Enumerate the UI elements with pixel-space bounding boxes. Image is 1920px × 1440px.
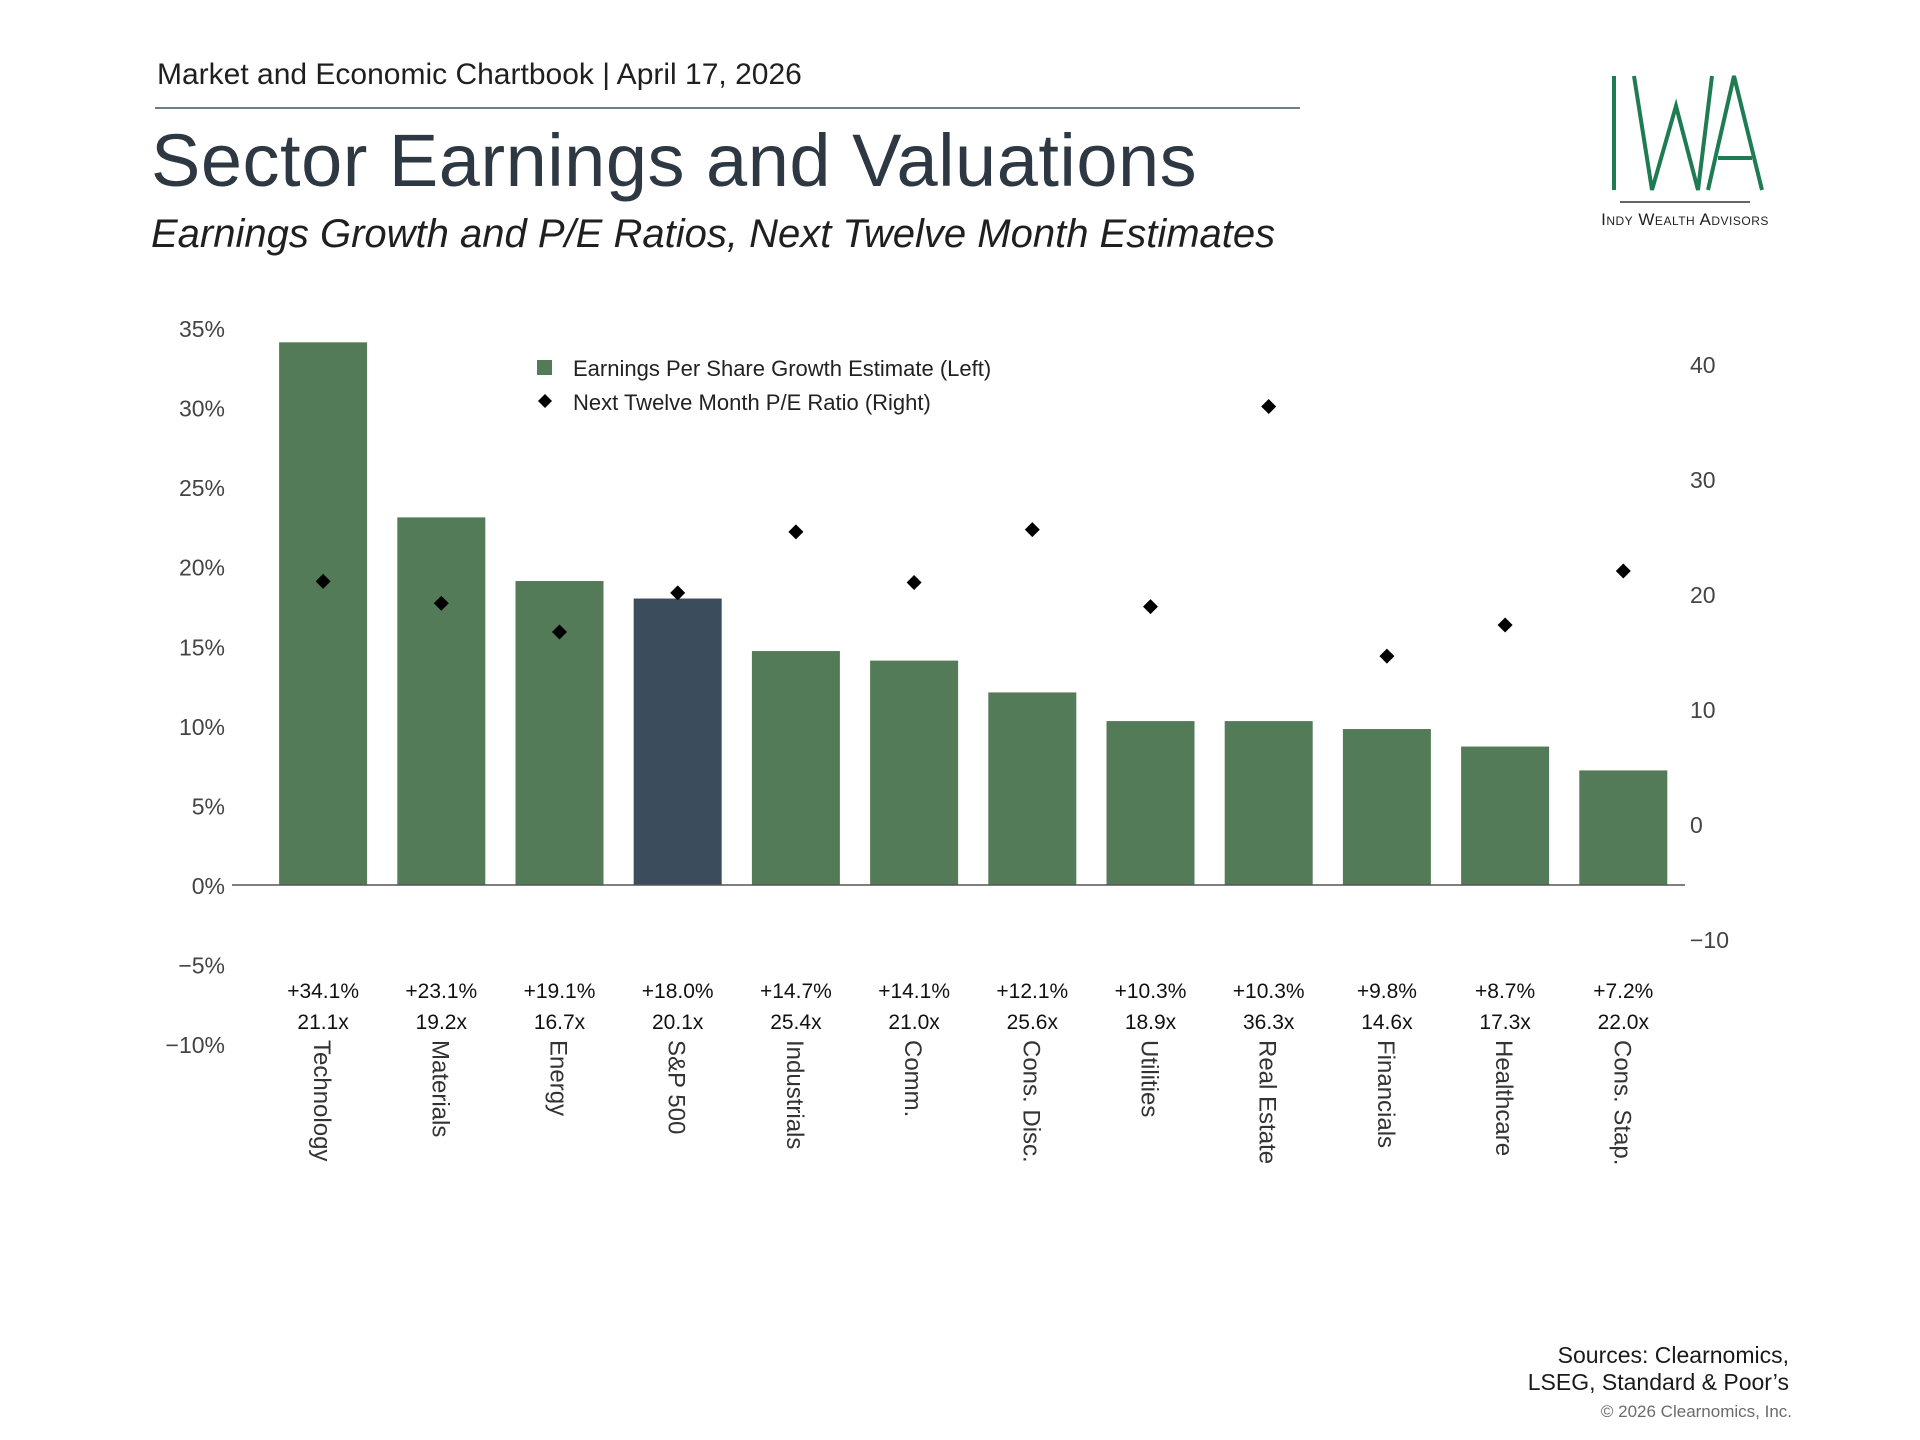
- left-axis-tick-label: 15%: [179, 634, 225, 660]
- pe-ratio-marker: [906, 575, 922, 590]
- legend-bar-swatch: [537, 360, 552, 375]
- eps-growth-value-label: +9.8%: [1357, 980, 1417, 1003]
- copyright: © 2026 Clearnomics, Inc.: [1600, 1402, 1792, 1421]
- legend-eps-label: Earnings Per Share Growth Estimate (Left…: [573, 356, 991, 381]
- eps-growth-bar: [751, 651, 840, 885]
- eps-growth-bar: [1579, 770, 1668, 885]
- eps-growth-value-label: +23.1%: [405, 980, 477, 1003]
- eps-growth-value-label: +10.3%: [1233, 980, 1305, 1003]
- pe-ratio-marker: [1615, 563, 1631, 579]
- left-axis-tick-label: 25%: [179, 475, 225, 501]
- pe-ratio-value-label: 25.4x: [770, 1011, 822, 1034]
- legend-pe-label: Next Twelve Month P/E Ratio (Right): [573, 390, 931, 415]
- eps-growth-bar: [1461, 746, 1550, 885]
- category-label: Cons. Disc.: [1017, 1040, 1044, 1163]
- right-axis-tick-label: 10: [1690, 697, 1716, 723]
- eps-growth-bar: [870, 660, 959, 885]
- category-label: Technology: [308, 1040, 335, 1161]
- eps-growth-bar: [1224, 721, 1313, 885]
- page-subtitle: Earnings Growth and P/E Ratios, Next Twe…: [151, 212, 1276, 256]
- legend-marker-swatch: [538, 394, 552, 408]
- pe-ratio-value-label: 16.7x: [534, 1011, 586, 1034]
- category-label: Materials: [426, 1040, 453, 1137]
- sources-line-2: LSEG, Standard & Poor’s: [1527, 1369, 1789, 1395]
- pe-ratio-value-label: 21.1x: [297, 1011, 349, 1034]
- category-label: Cons. Stap.: [1608, 1040, 1635, 1165]
- eps-growth-bar: [279, 342, 368, 885]
- category-label: Comm.: [899, 1040, 926, 1117]
- pe-ratio-marker: [433, 595, 449, 611]
- pe-ratio-marker: [1497, 617, 1513, 633]
- eps-growth-bar: [1106, 721, 1195, 885]
- pe-ratio-value-label: 25.6x: [1007, 1011, 1059, 1034]
- eps-growth-value-label: +19.1%: [524, 980, 596, 1003]
- right-axis-tick-label: 20: [1690, 582, 1716, 608]
- left-axis-tick-label: 35%: [179, 316, 225, 342]
- pe-ratio-value-label: 22.0x: [1598, 1011, 1650, 1034]
- page-title: Sector Earnings and Valuations: [151, 119, 1198, 202]
- pe-ratio-value-label: 20.1x: [652, 1011, 704, 1034]
- logo-wordmark: Indy Wealth Advisors: [1585, 210, 1785, 230]
- left-axis-tick-label: 10%: [179, 714, 225, 740]
- category-label: Real Estate: [1254, 1040, 1281, 1164]
- sources-line-1: Sources: Clearnomics,: [1557, 1342, 1789, 1368]
- pe-ratio-value-label: 18.9x: [1125, 1011, 1177, 1034]
- pe-ratio-value-label: 19.2x: [416, 1011, 468, 1034]
- eps-growth-value-label: +7.2%: [1593, 980, 1653, 1003]
- pe-ratio-marker: [1024, 522, 1040, 538]
- chartbook-header: Market and Economic Chartbook | April 17…: [157, 58, 802, 91]
- left-axis-tick-label: 5%: [192, 793, 225, 819]
- category-label: Industrials: [781, 1040, 808, 1149]
- logo-wordmark-text: Indy Wealth Advisors: [1601, 210, 1769, 229]
- left-axis-tick-label: −10%: [166, 1032, 225, 1058]
- eps-growth-bar: [988, 692, 1077, 885]
- pe-ratio-marker: [552, 624, 567, 640]
- pe-ratio-marker: [1261, 399, 1277, 415]
- eps-growth-value-label: +34.1%: [287, 980, 359, 1003]
- eps-growth-value-label: +18.0%: [642, 980, 714, 1003]
- pe-ratio-marker: [670, 585, 686, 601]
- pe-ratio-value-label: 17.3x: [1479, 1011, 1531, 1034]
- eps-growth-value-label: +8.7%: [1475, 980, 1535, 1003]
- left-axis-tick-label: 20%: [179, 555, 225, 581]
- eps-growth-value-label: +12.1%: [996, 980, 1068, 1003]
- pe-ratio-marker: [788, 524, 804, 540]
- right-axis-tick-label: 30: [1690, 467, 1716, 493]
- left-axis-tick-label: 30%: [179, 396, 225, 422]
- pe-ratio-value-label: 36.3x: [1243, 1011, 1295, 1034]
- pe-ratio-marker: [315, 573, 331, 589]
- right-axis-tick-label: 40: [1690, 352, 1716, 378]
- category-label: S&P 500: [663, 1040, 690, 1134]
- category-label: Energy: [545, 1040, 572, 1116]
- right-axis-tick-label: 0: [1690, 812, 1703, 838]
- category-label: Financials: [1372, 1040, 1399, 1148]
- right-axis-tick-label: −10: [1690, 927, 1729, 953]
- eps-growth-bar: [397, 517, 486, 885]
- eps-growth-bar: [633, 598, 722, 885]
- iwa-logo-mark: [1612, 75, 1764, 203]
- category-label: Utilities: [1136, 1040, 1163, 1117]
- eps-growth-value-label: +14.1%: [878, 980, 950, 1003]
- sources-note: Sources: Clearnomics, LSEG, Standard & P…: [1528, 1342, 1789, 1396]
- eps-growth-value-label: +10.3%: [1115, 980, 1187, 1003]
- eps-growth-value-label: +14.7%: [760, 980, 832, 1003]
- pe-ratio-value-label: 14.6x: [1361, 1011, 1413, 1034]
- eps-growth-bar: [1342, 729, 1431, 885]
- header-divider: [155, 107, 1300, 109]
- pe-ratio-marker: [1143, 599, 1158, 615]
- left-axis-tick-label: 0%: [192, 873, 225, 899]
- left-axis-tick-label: −5%: [178, 953, 225, 979]
- pe-ratio-value-label: 21.0x: [888, 1011, 940, 1034]
- pe-ratio-marker: [1379, 648, 1395, 664]
- category-label: Healthcare: [1490, 1040, 1517, 1156]
